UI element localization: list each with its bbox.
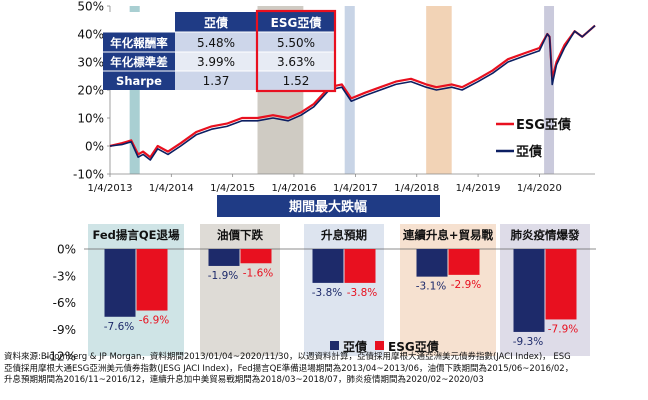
table-header-asia: 亞債 [204,15,228,30]
line-legend: ESG亞債 亞債 [496,117,571,160]
line-series [109,24,596,161]
shaded-period [344,6,355,174]
stats-table: 亞債 ESG亞債 年化報酬率 年化標準差 Sharpe 5.48% 3.99% … [103,9,337,93]
category-label: 油價下跌 [217,228,263,242]
x-tick-label: 1/4/2017 [333,183,378,194]
line-y-axis: 50% 40% 30% 20% 10% 0% -10% [73,0,110,182]
category-panel [400,224,496,356]
bar-y-axis: 0% -3% -6% -9% -12% [45,243,76,364]
y-tick-label: -10% [73,168,104,182]
bar-value-label-asia: -9.3% [513,336,543,348]
table-header-esg: ESG亞債 [271,15,322,30]
x-tick-label: 1/4/2019 [456,183,501,194]
y-tick-label: 30% [77,56,104,70]
table-cell-asia: 1.37 [203,74,230,88]
bar-chart: 期間最大跌幅 Fed揚言QE退場 油價下跌 升息預期 連續升息+貿易戰 肺炎疫情爆發 0… [45,195,596,364]
y-tick-label: 50% [77,0,104,14]
x-tick-label: 1/4/2018 [394,183,439,194]
legend-esg-label: ESG亞債 [516,117,571,133]
bar-value-label-esg: -2.9% [451,279,481,291]
y-tick-label: 0% [85,140,104,154]
x-tick-label: 1/4/2014 [149,183,194,194]
category-panel [304,224,384,356]
bar-asia [312,249,344,283]
bar-asia [208,249,240,266]
category-label: 肺炎疫情爆發 [511,228,580,242]
source-line: 亞債採用摩根大通ESG亞洲美元債券指數(JESG JACI Index)，Fed… [4,363,574,374]
bar-marks: -7.6% -6.9% -1.9% -1.6% -3.8% -3.8% -3.1% -2.9%… [104,249,578,348]
category-panel [200,224,280,356]
x-tick-label: 1/4/2016 [271,183,316,194]
shaded-period [544,6,555,174]
table-cell-esg: 3.63% [277,55,315,69]
line-x-axis: 1/4/2013 1/4/2014 1/4/2015 1/4/2016 1/4/2017… [88,174,562,194]
y-tick-label: 20% [77,84,104,98]
bar-y-tick-label: 0% [57,243,76,257]
table-row-bg [175,52,335,71]
bar-esg [136,249,168,311]
table-row-bg [175,71,335,90]
category-label: 升息預期 [321,228,367,242]
table-row-label: 年化標準差 [110,55,168,69]
bar-value-label-asia: -7.6% [104,321,134,333]
bar-legend-esg-swatch [375,341,384,350]
bar-esg [344,249,376,283]
category-panel [88,224,184,356]
source-line: 資料來源:Bloomberg & JP Morgan，資料期間2013/01/0… [4,352,571,362]
table-cell-esg: 5.50% [277,36,315,50]
bar-y-tick-label: -3% [53,269,76,283]
table-cell-asia: 5.48% [197,36,235,50]
table-cell-esg: 1.52 [283,74,310,88]
bar-value-label-asia: -3.1% [416,281,446,293]
bar-legend-asia-swatch [330,341,339,350]
bar-value-label-esg: -3.8% [347,287,377,299]
legend-asia-label: 亞債 [516,144,542,160]
table-row-label-cell [103,52,175,71]
bar-asia [416,249,448,277]
source-line: 升息預期期間為2016/11~2016/12，連續升息加中美貿易戰期間為2018… [4,375,484,385]
bar-value-label-asia: -1.9% [208,270,238,282]
table-cell-asia: 3.99% [197,55,235,69]
table-header-esg-cell [257,12,335,32]
table-row-label-cell [103,71,175,90]
bar-esg [448,249,480,275]
table-row-label: 年化報酬率 [110,36,168,50]
table-header-asia-cell [175,12,257,32]
table-row-label: Sharpe [116,74,162,88]
bar-value-label-asia: -3.8% [312,287,342,299]
bar-value-label-esg: -7.9% [548,323,578,335]
bar-value-label-esg: -1.6% [243,267,273,279]
y-tick-label: 10% [77,112,104,126]
bar-value-label-esg: -6.9% [139,315,169,327]
y-tick-label: 40% [77,28,104,42]
bar-category-panels: Fed揚言QE退場 油價下跌 升息預期 連續升息+貿易戰 肺炎疫情爆發 [88,224,590,356]
x-tick-label: 1/4/2013 [88,183,133,194]
bar-title: 期間最大跌幅 [289,199,367,215]
bar-y-tick-label: -12% [45,350,76,364]
bar-title-bg [217,195,440,217]
bar-asia [513,249,545,332]
bar-legend-asia-label: 亞債 [343,339,367,354]
source-note: 資料來源:Bloomberg & JP Morgan，資料期間2013/01/0… [4,352,644,387]
x-tick-label: 1/4/2020 [517,183,562,194]
table-row-label-cell [103,32,175,52]
table-corner-cell [103,12,175,32]
esg-highlight-box [255,9,337,93]
bar-asia [104,249,136,317]
bar-y-tick-label: -6% [53,296,76,310]
line-chart: 50%40%30%20%10%0%-10% 1/4/2013 1/4/2014 1/… [73,0,596,194]
bar-legend: 亞債 ESG亞債 [330,339,439,354]
bar-legend-esg-label: ESG亞債 [388,339,439,354]
bar-esg [545,249,577,320]
series-line-asia [109,24,596,161]
category-label: 連續升息+貿易戰 [403,228,494,242]
category-label: Fed揚言QE退場 [92,228,180,242]
bar-esg [240,249,272,264]
bar-y-tick-label: -9% [53,323,76,337]
x-tick-label: 1/4/2015 [210,183,255,194]
table-row-bg [175,32,335,52]
